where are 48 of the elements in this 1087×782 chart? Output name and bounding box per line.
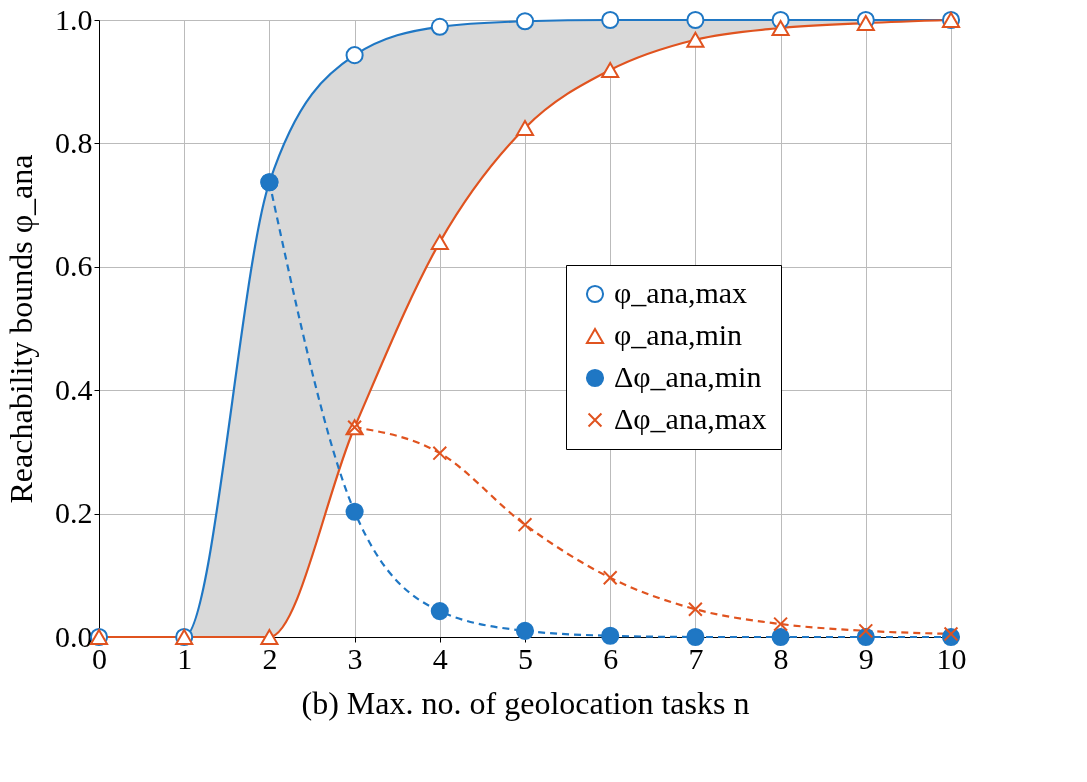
point: [686, 627, 705, 647]
legend-label: φ_ana,min: [614, 318, 743, 351]
y-axis-title: Reachability bounds φ_ana: [3, 154, 39, 504]
x-tick-label: 2: [262, 641, 278, 675]
point: [515, 621, 535, 640]
legend-label: Δφ_ana,max: [614, 402, 767, 435]
point: [515, 119, 535, 136]
point: [858, 623, 874, 639]
point: [430, 234, 449, 251]
point: [430, 602, 449, 621]
x-tick-label: 10: [936, 641, 967, 675]
x-tick-label: 6: [603, 641, 619, 675]
x-tick-label: 0: [92, 641, 107, 675]
x-tick-label: 4: [432, 641, 448, 675]
legend-label: φ_ana,max: [614, 276, 748, 309]
point: [943, 626, 959, 642]
point: [773, 616, 789, 632]
x-tick-label: 3: [347, 641, 363, 675]
x-tick-label: 5: [518, 641, 533, 675]
y-tick-label: 0.6: [55, 249, 93, 283]
x-tick-label: 9: [858, 641, 874, 675]
x-tick-label: 7: [688, 641, 704, 675]
point: [515, 12, 535, 31]
y-tick-label: 0.4: [55, 372, 93, 406]
y-tick-label: 0.0: [55, 619, 93, 653]
point: [601, 62, 620, 78]
point: [345, 46, 364, 65]
point: [432, 445, 448, 461]
point: [771, 20, 790, 36]
point: [856, 15, 875, 32]
point: [517, 517, 533, 533]
point: [345, 502, 364, 521]
point: [686, 10, 705, 30]
point: [686, 31, 705, 48]
legend-label: Δφ_ana,min: [614, 360, 762, 393]
y-tick-label: 0.8: [55, 125, 93, 159]
point: [602, 570, 618, 586]
x-axis-title: (b) Max. no. of geolocation tasks n: [301, 684, 750, 721]
point: [260, 629, 279, 645]
point: [601, 626, 620, 645]
point: [771, 627, 790, 647]
x-tick-label: 8: [773, 641, 789, 675]
point: [430, 17, 449, 36]
y-tick-label: 1.0: [55, 2, 93, 36]
point: [687, 601, 703, 617]
y-tick-label: 0.2: [55, 496, 93, 530]
x-tick-label: 1: [177, 641, 193, 675]
point: [601, 10, 620, 30]
